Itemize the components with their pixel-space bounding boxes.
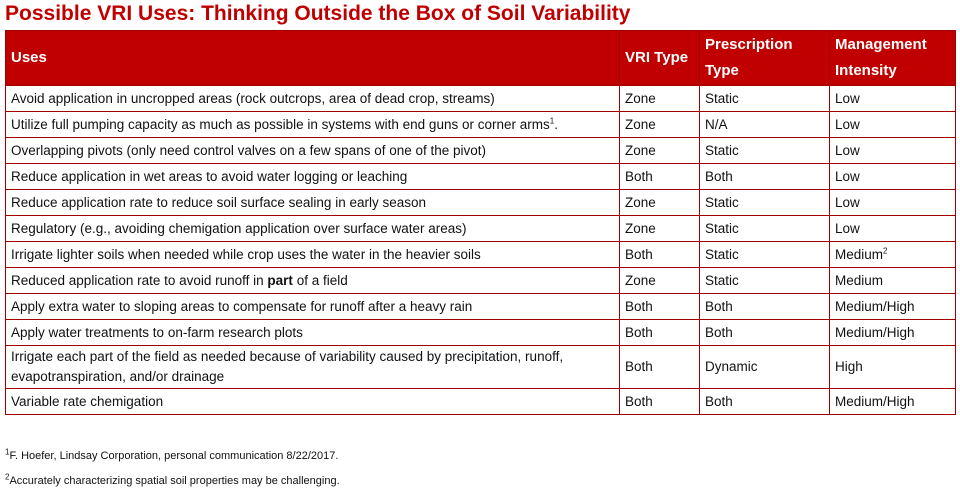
table-row: Reduce application rate to reduce soil s…	[5, 189, 956, 216]
table-cell: Reduced application rate to avoid runoff…	[5, 267, 620, 294]
text-run: Medium	[835, 246, 884, 262]
table-cell: Both	[619, 388, 700, 415]
column-header: Management Intensity	[829, 30, 956, 86]
table-cell: Static	[699, 85, 830, 112]
table-cell: Irrigate lighter soils when needed while…	[5, 241, 620, 268]
footnote: 2Accurately characterizing spatial soil …	[5, 472, 340, 500]
table-cell: Low	[829, 137, 956, 164]
footnotes: 1F. Hoefer, Lindsay Corporation, persona…	[5, 447, 340, 500]
table-row: Irrigate each part of the field as neede…	[5, 345, 956, 389]
table-cell: Zone	[619, 85, 700, 112]
table-head: Uses VRI Type Prescription Type Management …	[5, 30, 956, 86]
footnote-text: F. Hoefer, Lindsay Corporation, personal…	[9, 450, 339, 462]
table-cell: Both	[619, 345, 700, 389]
table-row: Avoid application in uncropped areas (ro…	[5, 85, 956, 112]
column-header: Prescription Type	[699, 30, 830, 86]
table-cell: Utilize full pumping capacity as much as…	[5, 111, 620, 138]
table-cell: Medium	[829, 267, 956, 294]
footnote: 1F. Hoefer, Lindsay Corporation, persona…	[5, 447, 340, 475]
table-cell: Medium/High	[829, 293, 956, 320]
table-cell: Static	[699, 241, 830, 268]
table-cell: Both	[619, 319, 700, 346]
table-row: Irrigate lighter soils when needed while…	[5, 241, 956, 268]
table-cell: Low	[829, 189, 956, 216]
text-run: Utilize full pumping capacity as much as…	[11, 116, 550, 132]
table-cell: Irrigate each part of the field as neede…	[5, 345, 620, 389]
table-cell: N/A	[699, 111, 830, 138]
table-cell: Static	[699, 137, 830, 164]
table-row: Reduced application rate to avoid runoff…	[5, 267, 956, 294]
table-row: Utilize full pumping capacity as much as…	[5, 111, 956, 138]
table-row: Regulatory (e.g., avoiding chemigation a…	[5, 215, 956, 242]
table-cell: Both	[699, 388, 830, 415]
table-cell: Zone	[619, 215, 700, 242]
table-cell: Zone	[619, 111, 700, 138]
table-cell: Medium/High	[829, 319, 956, 346]
table-cell: Avoid application in uncropped areas (ro…	[5, 85, 620, 112]
table-cell: Medium2	[829, 241, 956, 268]
table-cell: Static	[699, 189, 830, 216]
table-row: Overlapping pivots (only need control va…	[5, 137, 956, 164]
table-cell: Low	[829, 215, 956, 242]
table-cell: Overlapping pivots (only need control va…	[5, 137, 620, 164]
table-cell: Zone	[619, 189, 700, 216]
column-header: VRI Type	[619, 30, 700, 86]
table-cell: Both	[699, 163, 830, 190]
table-cell: Both	[619, 241, 700, 268]
table-cell: Zone	[619, 267, 700, 294]
title: Possible VRI Uses: Thinking Outside the …	[5, 2, 631, 25]
footnote-text: Accurately characterizing spatial soil p…	[9, 475, 340, 487]
table-cell: Low	[829, 85, 956, 112]
text-run: .	[554, 116, 558, 132]
table-cell: Both	[699, 293, 830, 320]
table-cell: Dynamic	[699, 345, 830, 389]
table-body: Avoid application in uncropped areas (ro…	[5, 85, 956, 415]
footnote-mark: 2	[5, 472, 10, 482]
table-row: Apply extra water to sloping areas to co…	[5, 293, 956, 320]
table-cell: Static	[699, 215, 830, 242]
text-run: Reduced application rate to avoid runoff…	[11, 272, 268, 288]
table-cell: Low	[829, 111, 956, 138]
table-row: Reduce application in wet areas to avoid…	[5, 163, 956, 190]
table-cell: Both	[619, 293, 700, 320]
table-cell: Both	[619, 163, 700, 190]
table-cell: Variable rate chemigation	[5, 388, 620, 415]
table-cell: Zone	[619, 137, 700, 164]
table-cell: Reduce application rate to reduce soil s…	[5, 189, 620, 216]
table-cell: Medium/High	[829, 388, 956, 415]
table-row: Variable rate chemigation Both Both Medium/…	[5, 388, 956, 415]
bold-text: part	[267, 272, 293, 288]
text-run: of a field	[292, 272, 348, 288]
table-row: Apply water treatments to on-farm resear…	[5, 319, 956, 346]
table-cell: Low	[829, 163, 956, 190]
table-cell: Apply water treatments to on-farm resear…	[5, 319, 620, 346]
header-row: Uses VRI Type Prescription Type Management …	[5, 30, 956, 86]
table-cell: Regulatory (e.g., avoiding chemigation a…	[5, 215, 620, 242]
table-cell: High	[829, 345, 956, 389]
table-cell: Apply extra water to sloping areas to co…	[5, 293, 620, 320]
superscript: 1	[549, 116, 555, 125]
superscript: 2	[883, 246, 888, 255]
footnote-mark: 1	[5, 447, 10, 457]
vri-table: Uses VRI Type Prescription Type Management …	[5, 30, 956, 415]
table-cell: Both	[699, 319, 830, 346]
table-cell: Static	[699, 267, 830, 294]
table-cell: Reduce application in wet areas to avoid…	[5, 163, 620, 190]
column-header: Uses	[5, 30, 620, 86]
